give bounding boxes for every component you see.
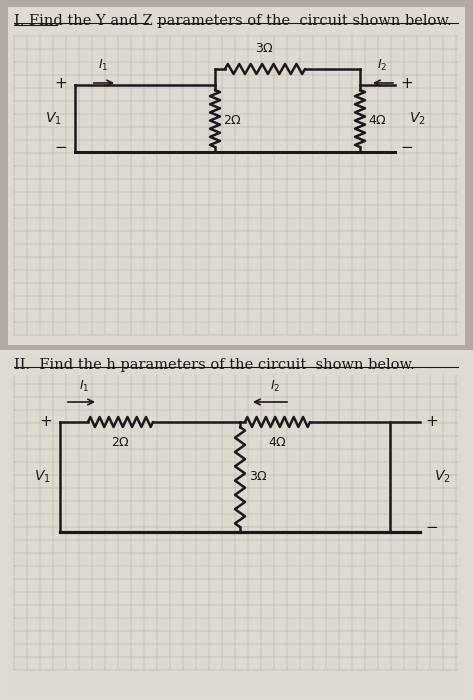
Text: $2\mathit{\Omega}$: $2\mathit{\Omega}$	[223, 113, 242, 127]
Text: +: +	[400, 76, 413, 92]
Text: $I_1$: $I_1$	[79, 379, 89, 394]
Text: $V_1$: $V_1$	[44, 111, 61, 127]
Text: +: +	[425, 414, 438, 428]
Bar	[8, 7, 465, 345]
Text: $I_2$: $I_2$	[270, 379, 280, 394]
Text: $I_2$: $I_2$	[377, 58, 387, 73]
Text: +: +	[54, 76, 67, 92]
Text: I. Find the Y and Z parameters of the  circuit shown below.: I. Find the Y and Z parameters of the ci…	[14, 14, 452, 28]
Text: $2\mathit{\Omega}$: $2\mathit{\Omega}$	[111, 436, 130, 449]
Text: −: −	[425, 521, 438, 536]
Text: $V_2$: $V_2$	[434, 469, 450, 485]
Text: $4\mathit{\Omega}$: $4\mathit{\Omega}$	[268, 436, 287, 449]
Text: $3\mathit{\Omega}$: $3\mathit{\Omega}$	[249, 470, 268, 484]
Text: $V_1$: $V_1$	[34, 469, 50, 485]
Bar	[0, 350, 473, 700]
Bar	[0, 0, 473, 350]
Text: $I_1$: $I_1$	[98, 58, 108, 73]
Bar	[8, 355, 465, 695]
Text: $V_2$: $V_2$	[409, 111, 425, 127]
Text: $4\mathit{\Omega}$: $4\mathit{\Omega}$	[368, 113, 387, 127]
Text: −: −	[400, 141, 413, 155]
Text: $3\mathit{\Omega}$: $3\mathit{\Omega}$	[255, 42, 274, 55]
Text: +: +	[39, 414, 52, 428]
Text: II.  Find the h parameters of the circuit  shown below.: II. Find the h parameters of the circuit…	[14, 358, 415, 372]
Text: −: −	[54, 141, 67, 155]
